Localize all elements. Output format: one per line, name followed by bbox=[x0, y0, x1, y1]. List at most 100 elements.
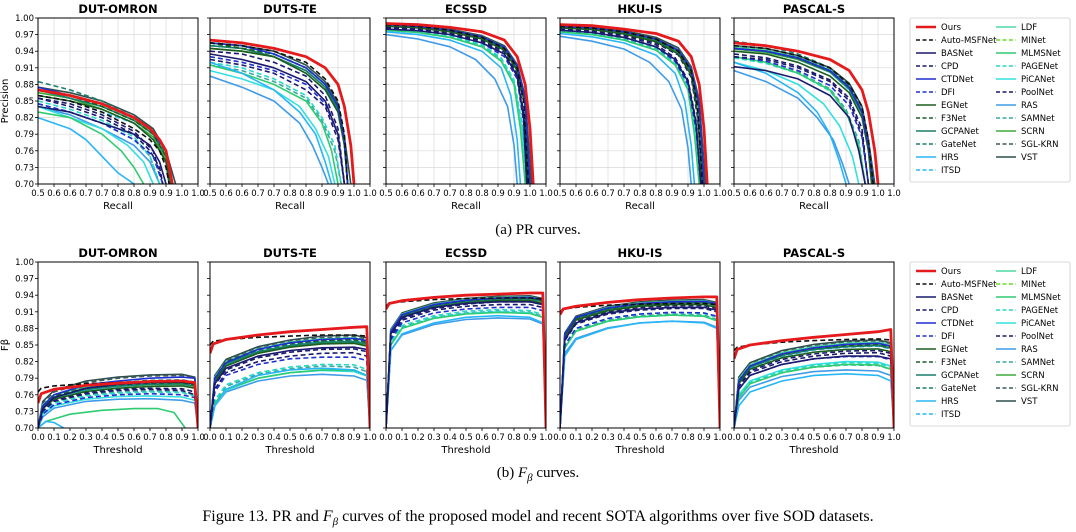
y-tick-label: 0.85 bbox=[15, 97, 34, 107]
series-line-basnet bbox=[210, 346, 370, 428]
x-tick-label: 0.1 bbox=[743, 433, 757, 443]
x-tick-label: 0.8 bbox=[331, 433, 345, 443]
x-axis-label: Threshold bbox=[92, 445, 142, 456]
x-tick-label: 0.5 bbox=[31, 189, 45, 199]
series-line-vst bbox=[560, 298, 720, 428]
series-line-gatenet bbox=[386, 24, 531, 184]
series-line-ctdnet bbox=[210, 42, 349, 184]
series-line-dfi bbox=[734, 55, 870, 184]
series-line-ctdnet bbox=[386, 23, 531, 184]
series-line-picanet bbox=[210, 69, 336, 184]
x-axis-label: Threshold bbox=[614, 445, 664, 456]
legend-label-basnet: BASNet bbox=[941, 293, 974, 303]
x-tick-label: 0.2 bbox=[235, 433, 249, 443]
x-tick-label: 0.5 bbox=[379, 189, 393, 199]
series-line-hrs bbox=[386, 31, 522, 184]
x-tick-label: 1.0 bbox=[191, 433, 205, 443]
x-tick-label: 0.8 bbox=[283, 189, 297, 199]
pr-caption: (a) PR curves. bbox=[0, 222, 1076, 239]
chart-panel-pr-pascal-s: 0.5 0.6 0.6 0.7 0.7 0.8 0.8 0.9 0.9 1.0 1.0PASCAL-… bbox=[727, 2, 901, 212]
series-line-f3net bbox=[560, 26, 705, 184]
y-tick-label: 0.70 bbox=[15, 424, 34, 434]
chart-title: ECSSD bbox=[445, 246, 487, 260]
series-line-pagenet bbox=[38, 391, 198, 428]
x-tick-label: 0.9 bbox=[507, 189, 521, 199]
series-line-gcpanet bbox=[560, 26, 705, 184]
series-group bbox=[386, 22, 535, 184]
y-tick-label: 0.73 bbox=[15, 407, 34, 417]
legend-label-cpd: CPD bbox=[941, 306, 959, 316]
x-tick-label: 0.5 bbox=[203, 189, 217, 199]
f-caption-subscript: β bbox=[527, 472, 533, 484]
chart-title: PASCAL-S bbox=[783, 246, 845, 260]
x-tick-label: 0.5 bbox=[111, 433, 125, 443]
chart-title: ECSSD bbox=[445, 2, 487, 16]
f-caption-symbol: F bbox=[517, 465, 528, 481]
x-tick-label: 0.6 bbox=[299, 433, 313, 443]
legend-label-sgl-krn: SGL-KRN bbox=[1021, 384, 1058, 394]
series-line-egnet bbox=[560, 303, 720, 428]
legend-label-ldf: LDF bbox=[1021, 23, 1037, 33]
x-tick-label: 0.6 bbox=[743, 189, 757, 199]
series-line-dfi bbox=[210, 356, 370, 428]
legend-label-auto-msfnet: Auto-MSFNet bbox=[941, 36, 997, 46]
x-tick-label: 0.6 bbox=[127, 433, 141, 443]
series-line-ras bbox=[560, 35, 692, 184]
legend-label-mlmsnet: MLMSNet bbox=[1021, 49, 1061, 59]
series-line-gcpanet bbox=[386, 24, 531, 184]
x-tick-label: 0.3 bbox=[601, 433, 615, 443]
legend-label-dfi: DFI bbox=[941, 88, 955, 98]
chart-panel-pr-duts-te: 0.5 0.6 0.6 0.7 0.7 0.8 0.8 0.9 0.9 1.0 1.0DUTS-TE… bbox=[203, 2, 377, 212]
y-tick-label: 0.94 bbox=[15, 291, 34, 301]
chart-title: DUTS-TE bbox=[263, 246, 317, 260]
series-line-mlmsnet bbox=[38, 111, 145, 184]
x-tick-label: 0.8 bbox=[127, 189, 141, 199]
series-line-egnet bbox=[210, 47, 349, 184]
x-tick-label: 0.5 bbox=[283, 433, 297, 443]
series-line-pagenet bbox=[210, 61, 342, 184]
x-tick-label: 0.9 bbox=[491, 189, 505, 199]
x-tick-label: 0.4 bbox=[791, 433, 805, 443]
y-tick-label: 0.70 bbox=[15, 180, 34, 190]
series-line-mlmsnet bbox=[560, 31, 700, 184]
legend-label-gcpanet: GCPANet bbox=[941, 127, 980, 137]
y-tick-label: 0.88 bbox=[15, 324, 34, 334]
series-line-picanet bbox=[38, 105, 154, 184]
x-tick-label: 0.9 bbox=[523, 433, 537, 443]
x-tick-label: 0.5 bbox=[459, 433, 473, 443]
legend-f: Ours Auto-MSFNet BASNet CPD CTDNet DFI EGNet F3… bbox=[909, 261, 1071, 427]
x-tick-label: 0.5 bbox=[633, 433, 647, 443]
x-tick-label: 0.7 bbox=[491, 433, 505, 443]
legend-label-scrn: SCRN bbox=[1021, 371, 1045, 381]
series-line-mlmsnet bbox=[560, 314, 720, 428]
y-tick-label: 0.97 bbox=[15, 31, 34, 41]
legend-label-mlmsnet: MLMSNet bbox=[1021, 293, 1061, 303]
series-line-f3net bbox=[210, 42, 349, 184]
series-line-gcpanet bbox=[210, 44, 349, 184]
x-tick-label: 0.7 bbox=[251, 189, 265, 199]
series-line-cpd bbox=[386, 303, 546, 428]
x-tick-label: 0.9 bbox=[855, 189, 869, 199]
series-line-ctdnet bbox=[210, 337, 370, 428]
x-tick-label: 1.0 bbox=[191, 189, 205, 199]
chart-panel-f-duts-te: 0.0 0.1 0.2 0.3 0.4 0.5 0.6 0.7 0.8 0.9 1.0 DUTS-TE… bbox=[203, 246, 377, 456]
series-line-hrs bbox=[734, 372, 894, 428]
series-line-minet bbox=[560, 26, 705, 184]
x-tick-label: 0.8 bbox=[507, 433, 521, 443]
x-tick-label: 0.9 bbox=[175, 433, 189, 443]
x-tick-label: 0.7 bbox=[79, 189, 93, 199]
legend-label-dfi: DFI bbox=[941, 332, 955, 342]
x-tick-label: 0.6 bbox=[411, 189, 425, 199]
series-line-ldf bbox=[734, 341, 894, 428]
x-tick-label: 0.2 bbox=[63, 433, 77, 443]
series-line-ours bbox=[734, 41, 880, 184]
figure-caption-prefix: Figure 13. PR and bbox=[202, 508, 319, 525]
x-tick-label: 0.5 bbox=[807, 433, 821, 443]
series-line-pagenet bbox=[386, 308, 546, 428]
series-line-ras bbox=[210, 75, 330, 184]
x-tick-label: 0.7 bbox=[315, 433, 329, 443]
series-line-samnet bbox=[560, 313, 720, 428]
series-line-ours bbox=[734, 328, 894, 428]
series-group bbox=[210, 325, 370, 428]
series-line-minet bbox=[210, 42, 349, 184]
